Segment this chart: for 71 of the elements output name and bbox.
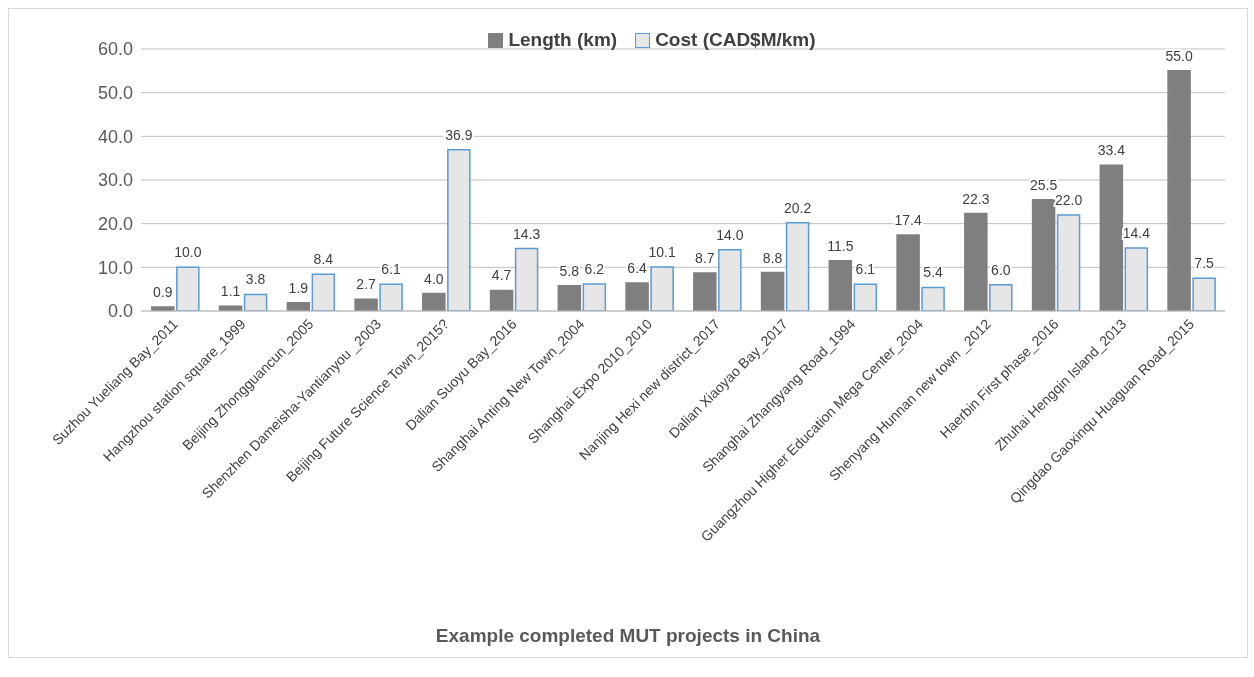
bar [1031,198,1056,311]
data-label: 6.0 [991,261,1011,278]
data-label: 14.0 [716,226,744,243]
data-label: 8.8 [762,249,783,266]
bar [1056,214,1081,311]
bar [896,234,920,311]
data-label: 5.4 [923,264,944,281]
y-tick-label: 60.0 [97,39,133,60]
y-tick-label: 50.0 [97,83,133,104]
data-label: 4.0 [424,270,444,287]
bar [1124,247,1149,311]
data-label: 11.5 [827,237,854,254]
bar [243,293,268,311]
data-label: 36.9 [445,126,473,143]
data-label: 6.1 [381,261,402,278]
data-label: 6.2 [584,260,605,277]
bar [625,282,649,311]
data-label: 0.9 [153,284,173,301]
data-label: 2.7 [356,276,377,293]
y-tick-label: 0.0 [107,301,133,322]
bar [853,283,878,311]
y-tick-label: 20.0 [97,214,133,235]
data-label: 6.1 [855,261,876,278]
bar [514,247,539,311]
bar [921,286,945,311]
bar [1099,164,1124,311]
data-label: 25.5 [1029,176,1058,193]
data-label: 14.3 [512,225,541,242]
legend-label: Length (km) [507,29,618,51]
text: Example completed MUT projects in China [434,624,822,648]
bar [989,284,1013,311]
bar [650,266,674,311]
bar [760,271,785,311]
data-label: 1.1 [220,283,241,300]
bar [964,212,988,311]
legend-label: Cost (CAD$M/km) [654,29,816,51]
bar [828,260,853,311]
bar [489,289,514,311]
data-label: 55.0 [1165,47,1193,64]
bar [1167,70,1191,311]
bar [447,149,471,311]
data-label: 17.4 [894,212,922,229]
data-label: 8.4 [313,251,334,268]
y-tick-label: 30.0 [97,170,133,191]
y-tick-label: 10.0 [97,257,133,278]
data-label: 7.5 [1194,255,1215,272]
bar [354,298,378,311]
bar [785,222,810,311]
data-label: 22.3 [962,190,990,207]
y-tick-label: 40.0 [97,126,133,147]
data-label: 10.1 [648,243,676,260]
data-label: 3.8 [245,271,266,288]
bar [176,266,200,311]
bar [379,283,403,311]
bar [582,283,607,311]
bar [311,273,336,311]
data-label: 10.0 [174,244,202,261]
data-label: 14.4 [1122,225,1151,242]
bar [1192,277,1216,311]
data-label: 8.7 [695,250,715,267]
bar [557,284,582,311]
bar [693,272,717,311]
data-label: 22.0 [1054,191,1083,208]
data-label: 20.2 [783,199,812,216]
data-label: 33.4 [1097,142,1126,159]
data-label: 6.4 [627,260,648,277]
data-label: 4.7 [491,267,512,284]
data-label: 5.8 [559,262,580,279]
bar [422,292,446,311]
bar [718,249,742,311]
data-label: 1.9 [288,279,309,296]
